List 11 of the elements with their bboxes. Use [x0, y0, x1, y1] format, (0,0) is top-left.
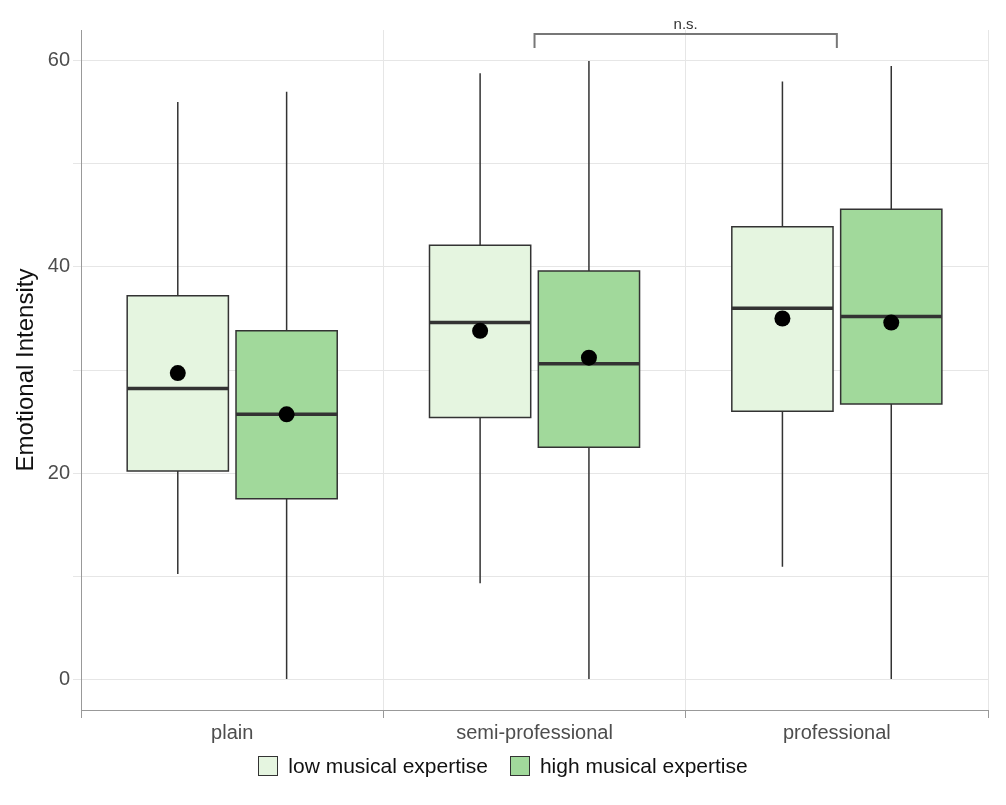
y-tick-label: 60 — [47, 48, 71, 71]
y-tick-label: 40 — [47, 254, 71, 277]
x-tick-label: semi-professional — [456, 720, 613, 743]
x-tick-label: plain — [211, 720, 254, 743]
y-tick-label: 0 — [58, 666, 71, 689]
legend-label: high musical expertise — [539, 754, 748, 778]
y-tick-label: 20 — [47, 460, 71, 483]
x-tick-label: professional — [782, 720, 891, 743]
y-axis-title: Emotional Intensity — [11, 268, 39, 472]
legend-label: low musical expertise — [288, 754, 488, 778]
annotation: n.s. — [673, 14, 698, 32]
